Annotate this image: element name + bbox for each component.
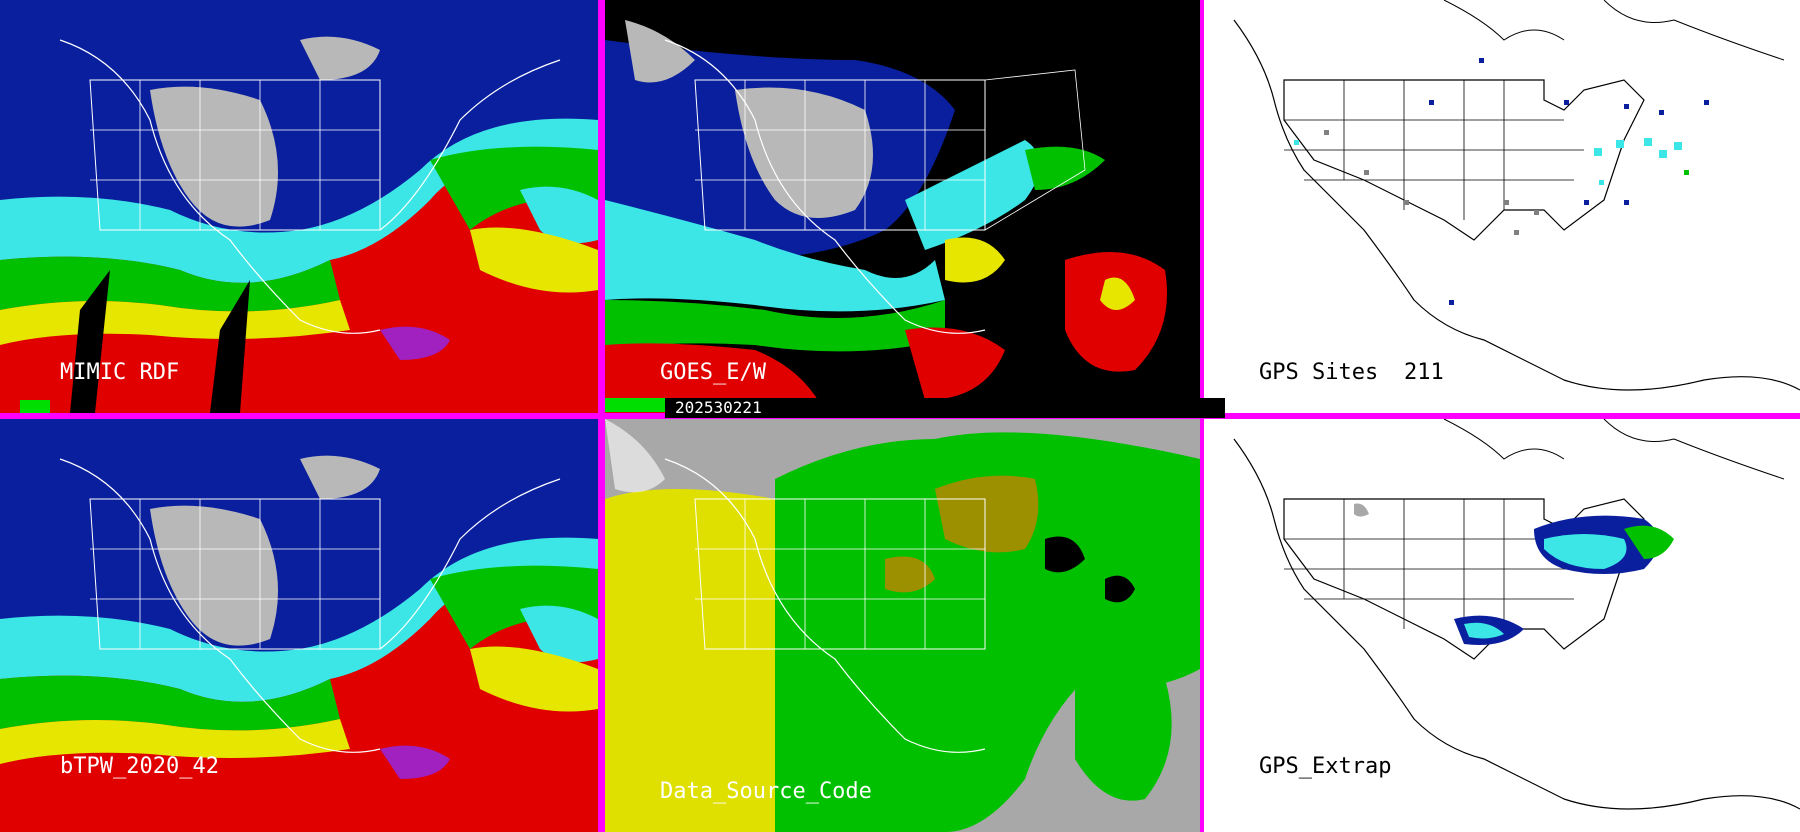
gps-sites-label: GPS Sites [1259,360,1379,385]
panel-label: bTPW_2020_42 [60,754,219,779]
timestamp-bar: 202530221 [665,398,1225,418]
panel-label: Data_Source_Code [660,779,872,804]
gps-extrap-panel: GPS_Extrap [1204,419,1800,832]
btpw-map [0,419,598,832]
mimic-rdf-panel: MIMIC RDF [0,0,598,413]
mimic-rdf-map [0,0,598,413]
goes-ew-map [605,0,1200,413]
panel-label: GPS_Extrap [1259,754,1392,779]
gps-extrap-map [1204,419,1800,832]
goes-ew-panel: GOES_E/W [605,0,1200,413]
gps-sites-map [1204,0,1800,413]
panel-label: MIMIC RDF [60,360,180,385]
btpw-panel: bTPW_2020_42 [0,419,598,832]
data-source-code-panel: Data_Source_Code [605,419,1200,832]
gps-sites-panel: GPS Sites 211 [1204,0,1800,413]
green-marker [605,398,665,412]
gps-sites-count: 211 [1404,360,1444,385]
panel-label: GOES_E/W [660,360,766,385]
data-source-code-map [605,419,1200,832]
